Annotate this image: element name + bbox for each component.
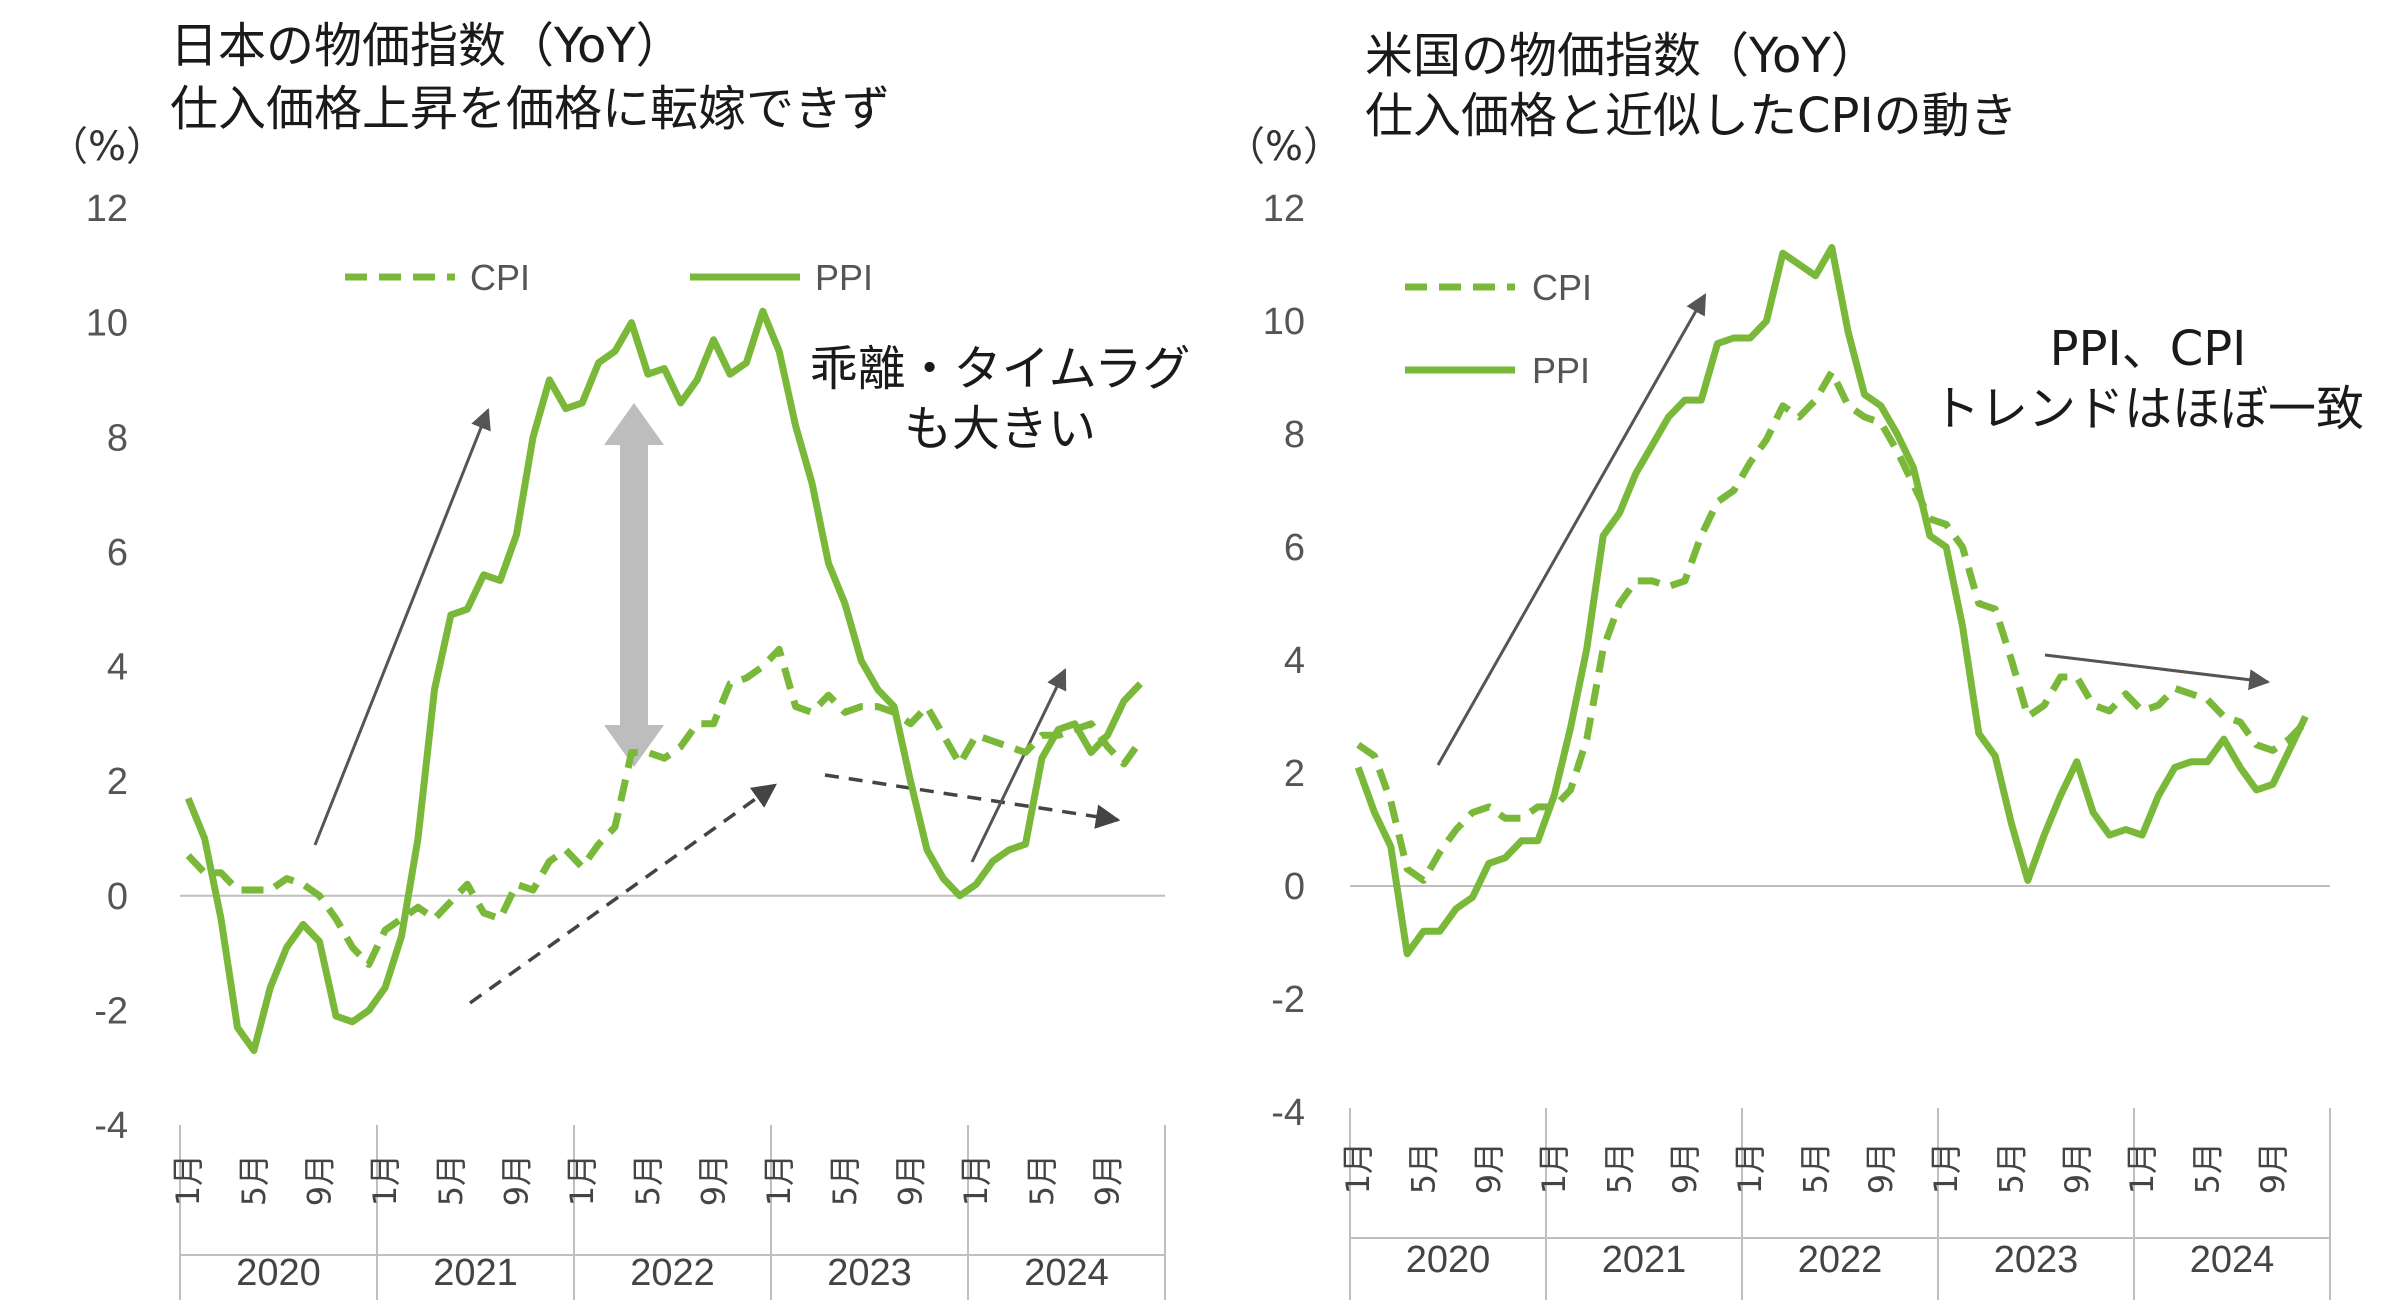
japan-ytick-label: -2 xyxy=(94,990,128,1032)
month-label: 5月 xyxy=(1601,1142,1639,1194)
japan-cpi-line xyxy=(185,645,1144,968)
usa-y-axis: -4 -2 0 2 4 6 8 10 12 xyxy=(1263,188,1305,1134)
japan-unit-label: （%） xyxy=(48,124,166,170)
month-label: 5月 xyxy=(2189,1142,2227,1194)
japan-ytick-label: 2 xyxy=(107,761,128,803)
month-label: 1月 xyxy=(760,1154,798,1206)
month-label: 9月 xyxy=(498,1154,536,1206)
month-label: 1月 xyxy=(563,1154,601,1206)
year-label-2023: 2023 xyxy=(827,1252,912,1294)
year-label-2020: 2020 xyxy=(1406,1239,1491,1281)
japan-annotation-line2: も大きい xyxy=(904,401,1096,457)
usa-legend-ppi-label: PPI xyxy=(1532,350,1590,391)
japan-ppi-line xyxy=(184,307,1143,1054)
month-label: 5月 xyxy=(1797,1142,1835,1194)
usa-unit-label: （%） xyxy=(1225,124,1343,170)
usa-annotation-line2: トレンドはほぼ一致 xyxy=(1932,381,2364,437)
japan-ppi-rise-arrow xyxy=(313,408,491,846)
month-label: 1月 xyxy=(2123,1142,2161,1194)
month-label: 9月 xyxy=(695,1154,733,1206)
japan-legend-cpi-label: CPI xyxy=(470,257,530,298)
month-label: 9月 xyxy=(1666,1142,1704,1194)
usa-ytick-label: 8 xyxy=(1284,414,1305,456)
usa-ytick-label: 6 xyxy=(1284,527,1305,569)
japan-x-axis: 2020 1月 5月 9月 2021 1月 5月 9月 2022 1月 5月 9月 2023 1月 5月 9月… xyxy=(169,1125,1166,1300)
month-label: 1月 xyxy=(366,1154,404,1206)
japan-annotation-line1: 乖離・タイムラグ xyxy=(810,341,1191,397)
japan-legend-ppi-label: PPI xyxy=(815,257,873,298)
usa-annotation: PPI、CPI トレンドはほぼ一致 xyxy=(1932,321,2364,437)
japan-title-line1: 日本の物価指数（YoY） xyxy=(170,18,684,74)
month-label: 1月 xyxy=(1731,1142,1769,1194)
month-label: 1月 xyxy=(957,1154,995,1206)
month-label: 5月 xyxy=(1993,1142,2031,1194)
month-label: 5月 xyxy=(629,1154,667,1206)
month-label: 5月 xyxy=(432,1154,470,1206)
month-label: 9月 xyxy=(2058,1142,2096,1194)
year-label-2024: 2024 xyxy=(1024,1252,1109,1294)
japan-y-axis: -4 -2 0 2 4 6 8 10 12 xyxy=(86,188,128,1147)
usa-ppi-line xyxy=(1354,244,2309,958)
japan-ytick-label: 0 xyxy=(107,876,128,918)
japan-ytick-label: 12 xyxy=(86,188,128,230)
usa-ytick-label: 4 xyxy=(1284,640,1305,682)
month-label: 5月 xyxy=(1023,1154,1061,1206)
month-label: 1月 xyxy=(1535,1142,1573,1194)
usa-legend-cpi-label: CPI xyxy=(1532,267,1592,308)
month-label: 9月 xyxy=(1089,1154,1127,1206)
usa-series xyxy=(1354,244,2309,958)
month-label: 9月 xyxy=(1862,1142,1900,1194)
usa-ytick-label: 12 xyxy=(1263,188,1305,230)
year-label-2022: 2022 xyxy=(1798,1239,1883,1281)
month-label: 9月 xyxy=(301,1154,339,1206)
japan-legend: CPI PPI xyxy=(345,257,873,298)
japan-annotation: 乖離・タイムラグ も大きい xyxy=(810,341,1191,457)
year-label-2021: 2021 xyxy=(433,1252,518,1294)
japan-ytick-label: 8 xyxy=(107,417,128,459)
month-label: 9月 xyxy=(2254,1142,2292,1194)
usa-rise-arrow xyxy=(1436,293,1707,766)
usa-ytick-label: 0 xyxy=(1284,866,1305,908)
usa-legend: CPI PPI xyxy=(1405,267,1592,391)
japan-ytick-label: -4 xyxy=(94,1105,128,1147)
month-label: 5月 xyxy=(826,1154,864,1206)
usa-chart: 米国の物価指数（YoY） 仕入価格と近似したCPIの動き （%） -4 -2 0 2 4… xyxy=(1225,28,2364,1300)
month-label: 9月 xyxy=(892,1154,930,1206)
japan-ytick-label: 4 xyxy=(107,647,128,689)
year-label-2021: 2021 xyxy=(1602,1239,1687,1281)
month-label: 9月 xyxy=(1470,1142,1508,1194)
usa-cpi-line xyxy=(1356,368,2309,884)
year-label-2023: 2023 xyxy=(1994,1239,2079,1281)
year-label-2024: 2024 xyxy=(2190,1239,2275,1281)
year-label-2022: 2022 xyxy=(630,1252,715,1294)
japan-title-line2: 仕入価格上昇を価格に転嫁できず xyxy=(170,81,890,137)
month-label: 5月 xyxy=(235,1154,273,1206)
usa-trend-arrow xyxy=(2044,653,2271,691)
japan-ytick-label: 10 xyxy=(86,303,128,345)
year-label-2020: 2020 xyxy=(236,1252,321,1294)
month-label: 5月 xyxy=(1405,1142,1443,1194)
month-label: 1月 xyxy=(1339,1142,1377,1194)
japan-cpi-rise-arrow xyxy=(468,783,777,1005)
usa-title-line1: 米国の物価指数（YoY） xyxy=(1365,28,1879,84)
month-label: 1月 xyxy=(1927,1142,1965,1194)
usa-ytick-label: 10 xyxy=(1263,301,1305,343)
japan-cpi-flat-arrow xyxy=(824,773,1121,829)
usa-ytick-label: -4 xyxy=(1271,1092,1305,1134)
usa-x-axis: 2020 1月 5月 9月 2021 1月 5月 9月 2022 1月 5月 9月 2023 1月 5月 9月… xyxy=(1339,1108,2331,1300)
japan-chart: 日本の物価指数（YoY） 仕入価格上昇を価格に転嫁できず （%） -4 -2 0 2 4… xyxy=(48,18,1190,1300)
japan-ytick-label: 6 xyxy=(107,532,128,574)
japan-ppi-rebound-arrow xyxy=(970,668,1067,863)
japan-series xyxy=(184,307,1144,1054)
month-label: 1月 xyxy=(169,1154,207,1206)
usa-annotation-line1: PPI、CPI xyxy=(2050,321,2247,377)
usa-title-line2: 仕入価格と近似したCPIの動き xyxy=(1365,88,2018,144)
usa-ytick-label: 2 xyxy=(1284,753,1305,795)
japan-gap-arrow xyxy=(604,403,664,767)
usa-ytick-label: -2 xyxy=(1271,979,1305,1021)
